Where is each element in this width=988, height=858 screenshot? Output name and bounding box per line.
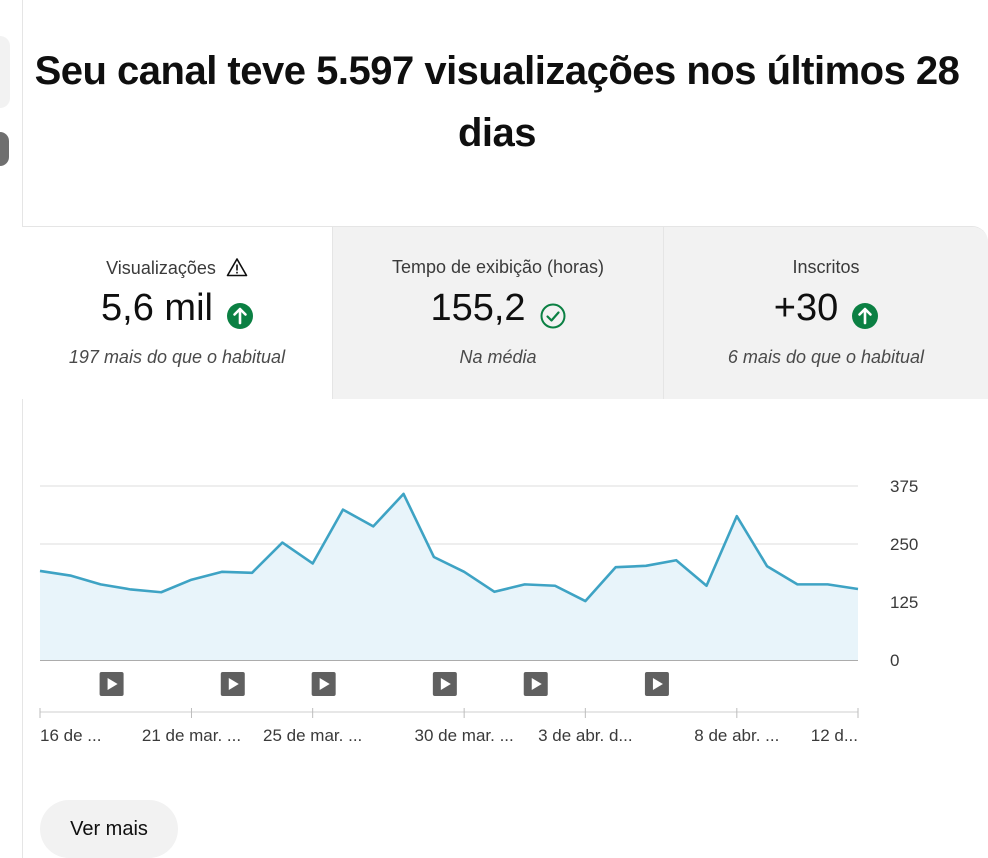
metric-label-watch-time: Tempo de exibição (horas) — [391, 257, 605, 277]
views-area-chart: 0 125 250 375 16 de ... 21 de mar. ... 25 de m… — [39, 477, 918, 745]
x-tick-label: 25 de mar. ... — [263, 726, 362, 745]
metric-value-text: 5,6 mil — [101, 287, 213, 329]
metric-value-text: +30 — [773, 287, 839, 329]
video-marker-icon[interactable] — [99, 672, 124, 696]
metric-label-subscribers: Inscritos — [792, 257, 860, 277]
metric-sub-subscribers: 6 mais do que o habitual — [727, 347, 925, 367]
arrow-up-circle-icon — [226, 296, 253, 329]
x-tick-label: 12 d... — [811, 726, 858, 745]
video-marker-icon[interactable] — [432, 672, 457, 696]
y-tick-label: 0 — [890, 651, 899, 670]
metric-value-views: 5,6 mil — [22, 287, 332, 330]
metric-label-views: Visualizações — [22, 257, 332, 282]
chart-area-fill — [40, 493, 858, 660]
metric-card-watch-time[interactable]: Tempo de exibição (horas) 155,2 Na média — [332, 227, 663, 399]
video-marker-icon[interactable] — [311, 672, 336, 696]
video-marker-icon[interactable] — [523, 672, 548, 696]
x-tick-label: 3 de abr. d... — [538, 726, 633, 745]
rail-nav-item[interactable] — [0, 36, 10, 108]
x-tick-label: 8 de abr. ... — [694, 726, 779, 745]
check-circle-icon — [540, 296, 566, 328]
x-tick-label: 21 de mar. ... — [142, 726, 241, 745]
video-marker-icon[interactable] — [220, 672, 245, 696]
rail-scroll-handle[interactable] — [0, 132, 9, 166]
page-title: Seu canal teve 5.597 visualizações nos ú… — [34, 49, 960, 155]
metric-sub-views: 197 mais do que o habitual — [68, 347, 286, 367]
metric-value-text: 155,2 — [430, 287, 526, 329]
video-marker-icon[interactable] — [644, 672, 669, 696]
y-tick-label: 250 — [890, 535, 918, 554]
x-tick-label: 30 de mar. ... — [415, 726, 514, 745]
metric-card-subscribers[interactable]: Inscritos +30 6 mais do que o habitual — [663, 227, 988, 399]
x-tick-label: 16 de ... — [40, 726, 101, 745]
arrow-up-circle-icon — [852, 296, 879, 329]
y-tick-label: 125 — [890, 593, 918, 612]
metric-label-text: Visualizações — [106, 258, 216, 278]
metric-value-watch-time: 155,2 — [333, 287, 663, 330]
metric-cards: Visualizações 5,6 mil 197 mais do que o … — [22, 226, 988, 399]
chart-series-line — [39, 492, 859, 603]
see-more-button[interactable]: Ver mais — [40, 800, 178, 858]
left-rail — [0, 0, 23, 858]
metric-value-subscribers: +30 — [664, 287, 988, 330]
metric-card-views[interactable]: Visualizações 5,6 mil 197 mais do que o … — [22, 227, 332, 399]
y-tick-label: 375 — [890, 477, 918, 496]
warning-icon[interactable] — [226, 257, 248, 282]
metric-sub-watch-time: Na média — [459, 347, 537, 367]
